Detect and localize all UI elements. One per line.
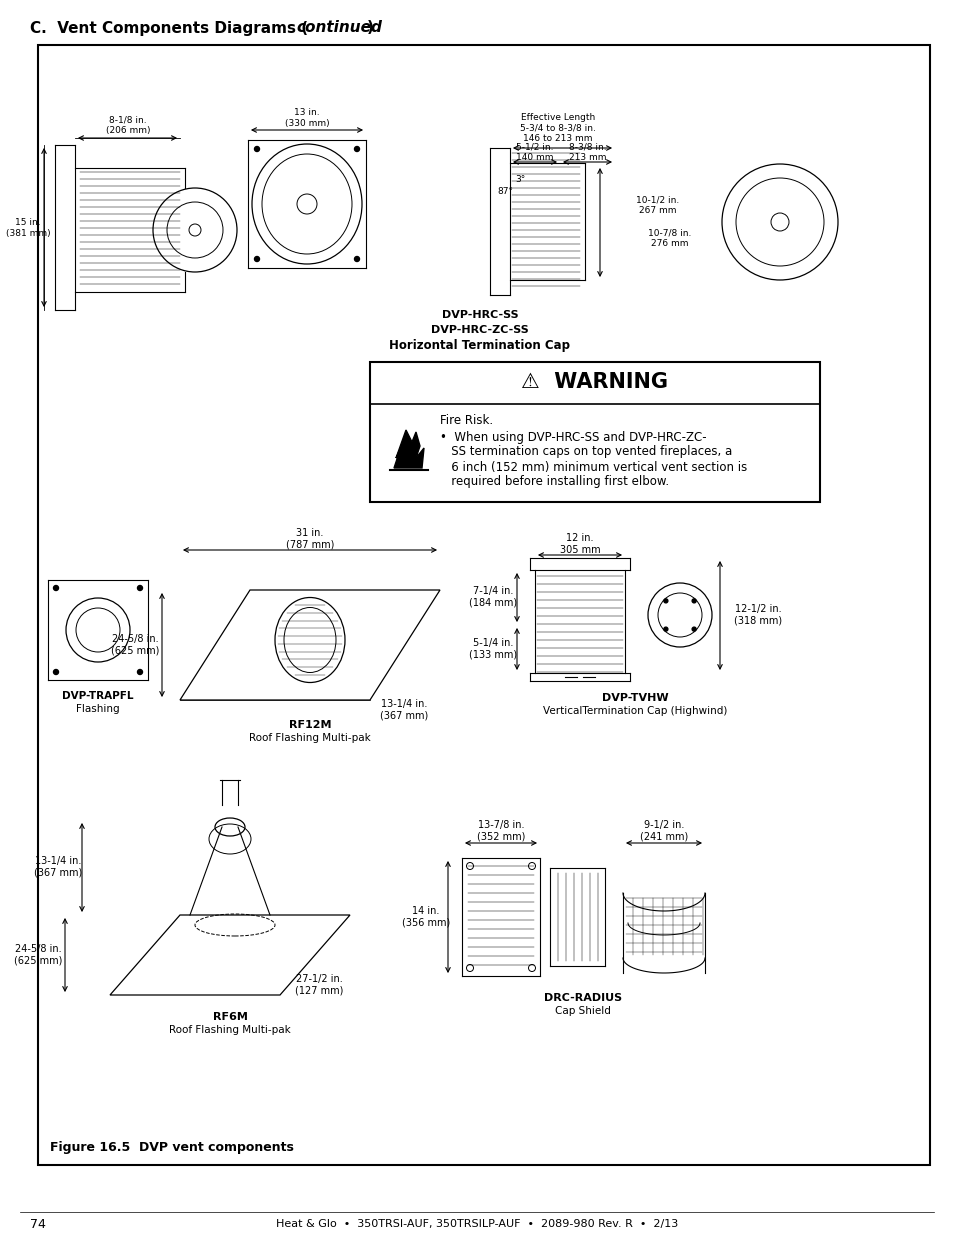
Text: 13-1/4 in.
(367 mm): 13-1/4 in. (367 mm): [34, 856, 82, 878]
Text: Cap Shield: Cap Shield: [555, 1006, 610, 1016]
Text: required before installing first elbow.: required before installing first elbow.: [439, 475, 668, 489]
Text: SS termination caps on top vented fireplaces, a: SS termination caps on top vented firepl…: [439, 445, 732, 459]
Text: 10-1/2 in.
267 mm: 10-1/2 in. 267 mm: [636, 195, 679, 215]
Circle shape: [355, 256, 359, 261]
Text: DVP-TRAPFL: DVP-TRAPFL: [62, 691, 133, 701]
Text: Horizontal Termination Cap: Horizontal Termination Cap: [389, 339, 570, 353]
Text: RF6M: RF6M: [213, 1012, 247, 1022]
Circle shape: [692, 599, 696, 602]
Text: 13 in.
(330 mm): 13 in. (330 mm): [284, 109, 329, 127]
Text: 9-1/2 in.
(241 mm): 9-1/2 in. (241 mm): [639, 820, 687, 842]
Bar: [370, 362, 820, 502]
Text: Roof Flashing Multi-pak: Roof Flashing Multi-pak: [249, 734, 371, 743]
Circle shape: [137, 669, 142, 674]
Text: DVP-HRC-ZC-SS: DVP-HRC-ZC-SS: [431, 325, 528, 335]
Text: 8-1/8 in.
(206 mm): 8-1/8 in. (206 mm): [106, 115, 150, 135]
Text: 12-1/2 in.
(318 mm): 12-1/2 in. (318 mm): [733, 604, 781, 626]
Text: continued: continued: [295, 21, 381, 36]
Text: 12 in.
305 mm: 12 in. 305 mm: [559, 533, 599, 555]
Text: ⚠  WARNING: ⚠ WARNING: [521, 372, 668, 392]
Text: Fire Risk.: Fire Risk.: [439, 413, 493, 427]
Text: 15 in.
(381 mm): 15 in. (381 mm): [6, 218, 51, 238]
Text: 14 in.
(356 mm): 14 in. (356 mm): [401, 907, 450, 928]
Text: 87°: 87°: [497, 188, 513, 197]
Text: DRC-RADIUS: DRC-RADIUS: [543, 993, 621, 1003]
Text: 5-1/2 in.
140 mm: 5-1/2 in. 140 mm: [516, 142, 553, 162]
Text: Figure 16.5  DVP vent components: Figure 16.5 DVP vent components: [50, 1142, 294, 1154]
Text: •  When using DVP-HRC-SS and DVP-HRC-ZC-: • When using DVP-HRC-SS and DVP-HRC-ZC-: [439, 430, 706, 444]
Text: C.  Vent Components Diagrams (: C. Vent Components Diagrams (: [30, 21, 308, 36]
Text: 31 in.
(787 mm): 31 in. (787 mm): [286, 528, 334, 549]
Circle shape: [53, 669, 58, 674]
Text: ): ): [367, 21, 374, 36]
Text: 24-5/8 in.
(625 mm): 24-5/8 in. (625 mm): [13, 944, 62, 966]
Circle shape: [137, 585, 142, 590]
Text: 8-3/8 in.
213 mm: 8-3/8 in. 213 mm: [569, 142, 606, 162]
Text: Flashing: Flashing: [76, 704, 120, 714]
Text: RF12M: RF12M: [289, 720, 331, 730]
Polygon shape: [394, 430, 423, 468]
Text: 74: 74: [30, 1217, 46, 1231]
Text: DVP-TVHW: DVP-TVHW: [601, 693, 668, 703]
Text: 13-7/8 in.
(352 mm): 13-7/8 in. (352 mm): [476, 820, 525, 842]
Text: 6 inch (152 mm) minimum vertical vent section is: 6 inch (152 mm) minimum vertical vent se…: [439, 460, 746, 474]
Circle shape: [663, 627, 667, 631]
Text: VerticalTermination Cap (Highwind): VerticalTermination Cap (Highwind): [542, 706, 726, 716]
Text: 3°: 3°: [515, 176, 524, 184]
Circle shape: [663, 599, 667, 602]
Circle shape: [254, 146, 259, 151]
Circle shape: [53, 585, 58, 590]
Text: 24-5/8 in.
(625 mm): 24-5/8 in. (625 mm): [111, 635, 159, 656]
Text: Roof Flashing Multi-pak: Roof Flashing Multi-pak: [169, 1025, 291, 1035]
Circle shape: [355, 146, 359, 151]
Text: 7-1/4 in.
(184 mm): 7-1/4 in. (184 mm): [469, 586, 517, 607]
Circle shape: [254, 256, 259, 261]
Text: Heat & Glo  •  350TRSI-AUF, 350TRSILP-AUF  •  2089-980 Rev. R  •  2/13: Heat & Glo • 350TRSI-AUF, 350TRSILP-AUF …: [275, 1218, 678, 1230]
Text: DVP-HRC-SS: DVP-HRC-SS: [441, 310, 517, 320]
Text: 5-1/4 in.
(133 mm): 5-1/4 in. (133 mm): [469, 638, 517, 659]
Text: 27-1/2 in.
(127 mm): 27-1/2 in. (127 mm): [294, 975, 343, 996]
Text: 13-1/4 in.
(367 mm): 13-1/4 in. (367 mm): [379, 699, 428, 721]
Circle shape: [692, 627, 696, 631]
Text: Effective Length
5-3/4 to 8-3/8 in.
146 to 213 mm: Effective Length 5-3/4 to 8-3/8 in. 146 …: [519, 113, 596, 143]
Text: 10-7/8 in.
276 mm: 10-7/8 in. 276 mm: [647, 229, 691, 247]
